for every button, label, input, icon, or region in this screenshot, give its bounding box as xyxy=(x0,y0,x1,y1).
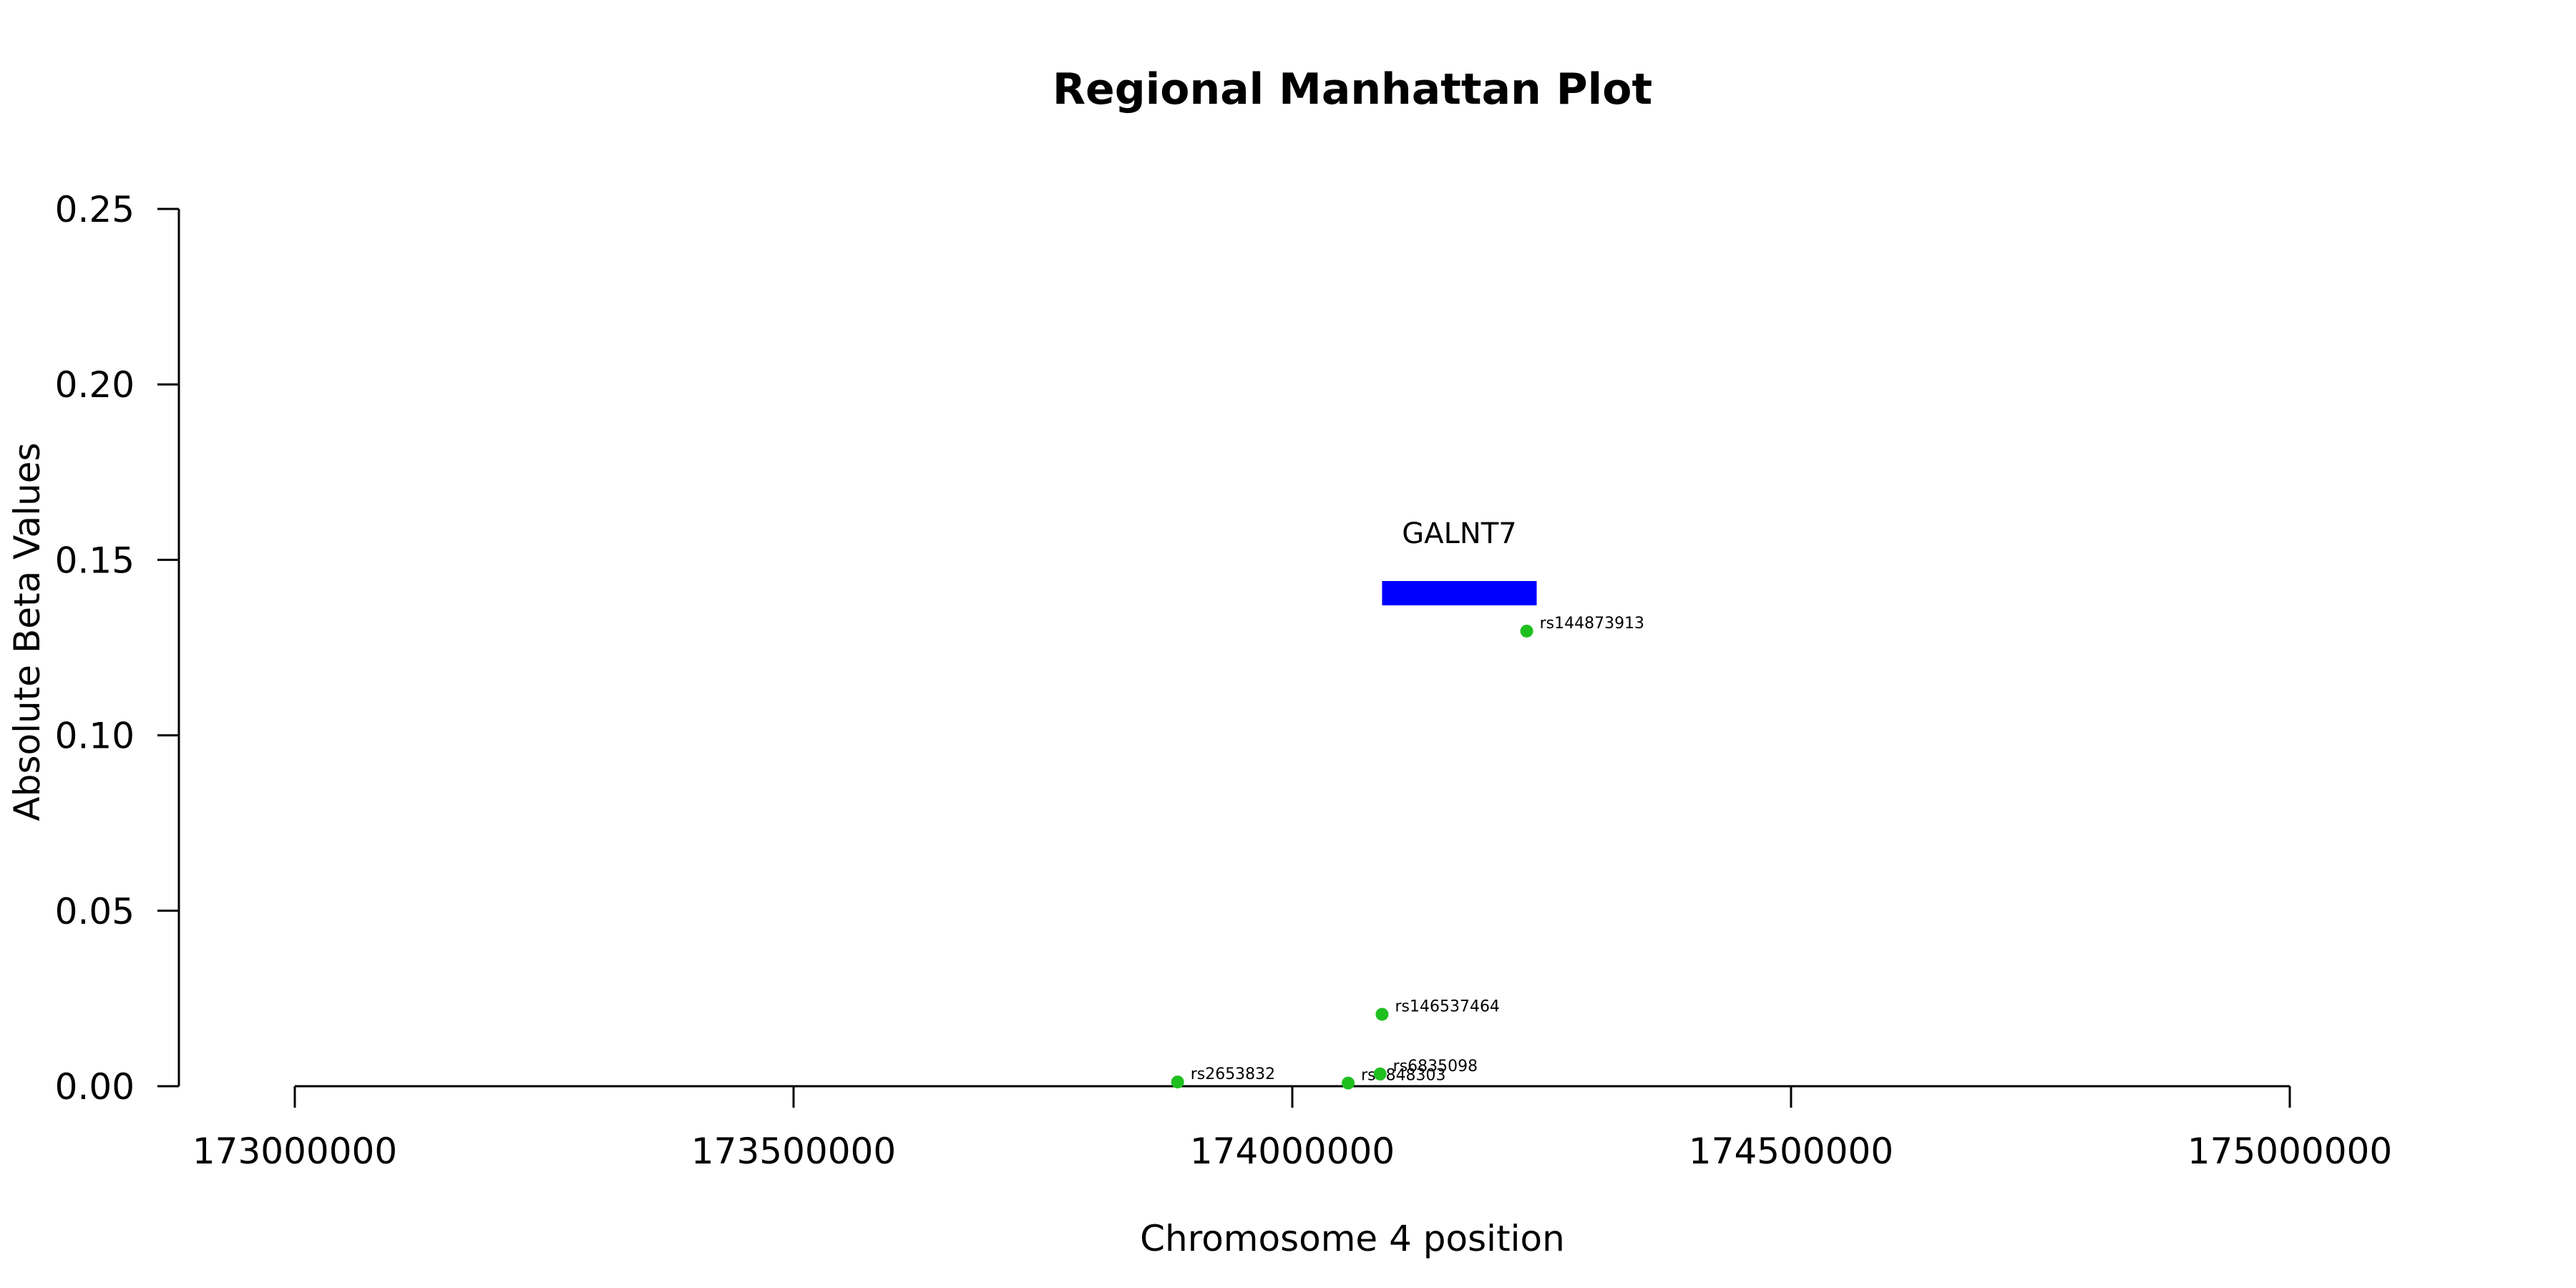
x-tick-label: 174000000 xyxy=(1190,1131,1395,1172)
snp-label: rs2653832 xyxy=(1191,1065,1276,1083)
snp-label: rs144873913 xyxy=(1540,615,1644,633)
x-tick-label: 173000000 xyxy=(192,1131,397,1172)
x-axis-label: Chromosome 4 position xyxy=(1140,1218,1565,1259)
y-axis-label: Absolute Beta Values xyxy=(6,443,48,821)
y-tick-label: 0.10 xyxy=(55,716,135,757)
y-tick-label: 0.00 xyxy=(55,1066,135,1108)
snp-label: rs146537464 xyxy=(1395,997,1499,1015)
snp-point xyxy=(1171,1075,1184,1089)
x-tick-label: 173500000 xyxy=(691,1131,896,1172)
gene-track: GALNT7 xyxy=(1382,517,1537,605)
snp-points: rs2653832 rs6848303rs6835098rs146537464rs… xyxy=(1171,615,1644,1090)
x-axis: 173000000 173500000 174000000 174500000 1750… xyxy=(192,1085,2392,1172)
snp-point xyxy=(1520,624,1533,638)
y-tick-label: 0.05 xyxy=(55,891,135,932)
snp-point xyxy=(1342,1076,1355,1090)
y-axis: 0.00 0.05 0.10 0.15 0.20 0.25 xyxy=(55,189,180,1108)
chart-title: Regional Manhattan Plot xyxy=(1053,64,1652,114)
y-tick-label: 0.15 xyxy=(55,540,135,581)
gene-bar xyxy=(1382,580,1537,605)
y-tick-label: 0.20 xyxy=(55,364,135,406)
snp-point xyxy=(1375,1008,1389,1021)
x-tick-label: 175000000 xyxy=(2187,1131,2392,1172)
snp-label: rs6835098 xyxy=(1393,1058,1478,1075)
y-tick-label: 0.25 xyxy=(55,189,135,230)
gene-label: GALNT7 xyxy=(1402,517,1516,550)
snp-point xyxy=(1373,1067,1387,1080)
x-tick-label: 174500000 xyxy=(1689,1131,1893,1172)
